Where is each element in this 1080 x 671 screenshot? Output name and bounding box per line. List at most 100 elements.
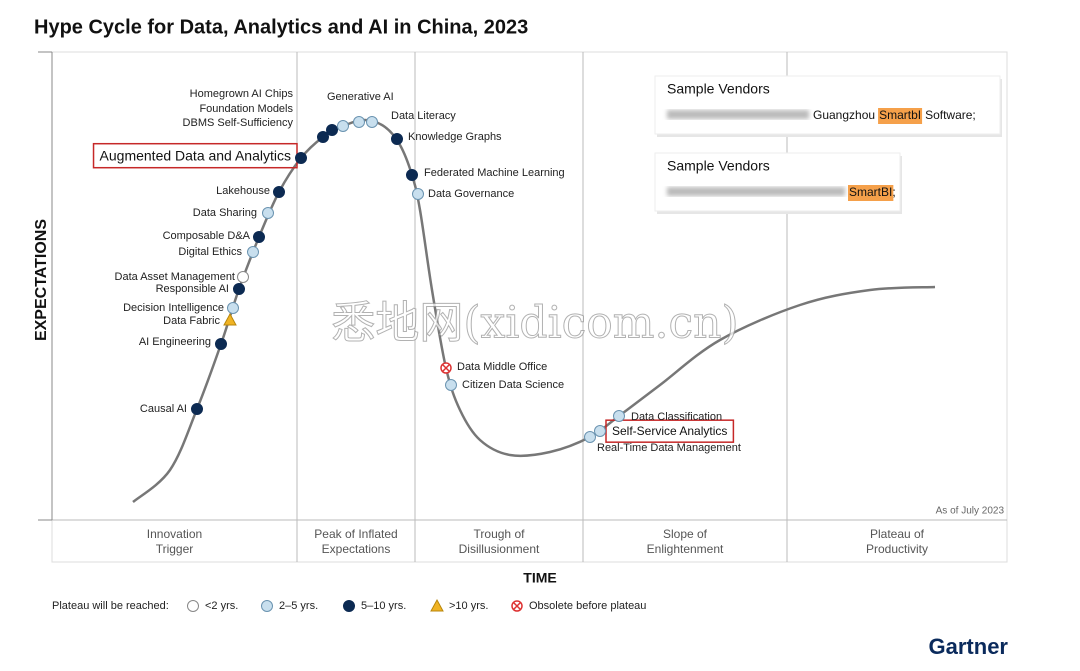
phase-label: Enlightenment xyxy=(647,542,724,556)
technology-label: Self-Service Analytics xyxy=(612,424,727,438)
vendor-title: Sample Vendors xyxy=(667,158,770,174)
marker xyxy=(295,152,307,164)
watermark: 悉地网(xidicom.cn) xyxy=(331,298,738,349)
phase-label: Slope of xyxy=(663,527,708,541)
technology-marker xyxy=(233,283,245,295)
technology-marker xyxy=(613,410,625,422)
blurred-vendors xyxy=(667,110,809,119)
technology-marker xyxy=(273,186,285,198)
technology-label: Data Governance xyxy=(428,188,514,200)
hype-curve xyxy=(132,118,936,503)
phase-label: Innovation xyxy=(147,527,202,541)
legend-label: Obsolete before plateau xyxy=(529,600,646,612)
technology-label: Data Classification xyxy=(631,411,722,423)
legend-marker xyxy=(343,600,355,612)
marker xyxy=(391,133,403,145)
technology-label: AI Engineering xyxy=(139,336,211,348)
brand: Gartner xyxy=(929,634,1009,659)
technology-label: Responsible AI xyxy=(156,283,229,295)
legend-label: 2–5 yrs. xyxy=(279,600,318,612)
marker xyxy=(412,188,424,200)
marker xyxy=(215,338,227,350)
vendor-highlight: SmartbI xyxy=(879,108,921,122)
x-axis-label: TIME xyxy=(523,570,556,586)
marker xyxy=(227,302,239,314)
marker xyxy=(594,425,606,437)
marker xyxy=(247,246,259,258)
technology-marker xyxy=(412,188,424,200)
technology-marker xyxy=(337,120,349,132)
marker xyxy=(613,410,625,422)
vendor-text: Software; xyxy=(925,108,976,122)
marker xyxy=(326,124,338,136)
legend-marker xyxy=(430,598,444,612)
technology-marker xyxy=(295,152,307,164)
technology-marker xyxy=(440,362,452,374)
technology-marker xyxy=(594,425,606,437)
technology-label: Causal AI xyxy=(140,403,187,415)
marker xyxy=(317,131,329,143)
phase-label: Expectations xyxy=(322,542,391,556)
technology-label: Digital Ethics xyxy=(178,246,242,258)
vendor-text: Guangzhou xyxy=(813,108,875,122)
technology-label: Decision Intelligence xyxy=(123,302,224,314)
technology-label: Data Fabric xyxy=(163,315,220,327)
marker xyxy=(584,431,596,443)
phase-label: Plateau of xyxy=(870,527,925,541)
marker xyxy=(406,169,418,181)
technology-label: Knowledge Graphs xyxy=(408,131,502,143)
y-axis-label: EXPECTATIONS xyxy=(33,219,50,341)
marker-triangle xyxy=(430,598,444,612)
marker xyxy=(261,600,273,612)
technology-marker xyxy=(262,207,274,219)
legend-title: Plateau will be reached: xyxy=(52,600,169,612)
technology-label: Federated Machine Learning xyxy=(424,167,565,179)
technology-marker xyxy=(353,116,365,128)
highlight-box xyxy=(605,419,735,443)
highlight-fill xyxy=(878,108,923,124)
marker xyxy=(445,379,457,391)
technology-label: Citizen Data Science xyxy=(462,379,564,391)
technology-marker xyxy=(317,131,329,143)
technology-marker xyxy=(223,312,237,326)
marker xyxy=(353,116,365,128)
title: Hype Cycle for Data, Analytics and AI in… xyxy=(34,16,528,38)
vendor-title: Sample Vendors xyxy=(667,81,770,97)
vendor-box xyxy=(654,75,1001,135)
technology-marker xyxy=(584,431,596,443)
marker xyxy=(337,120,349,132)
legend-marker xyxy=(261,600,273,612)
legend-label: 5–10 yrs. xyxy=(361,600,406,612)
legend-label: <2 yrs. xyxy=(205,600,238,612)
vendor-text: ; xyxy=(892,185,895,199)
technology-marker xyxy=(247,246,259,258)
marker xyxy=(253,231,265,243)
technology-marker xyxy=(366,116,378,128)
technology-label: Real-Time Data Management xyxy=(597,442,741,454)
marker xyxy=(233,283,245,295)
technology-marker xyxy=(253,231,265,243)
highlight-fill xyxy=(848,185,894,201)
phase-label: Disillusionment xyxy=(459,542,540,556)
technology-label: Foundation Models xyxy=(199,103,293,115)
marker-triangle xyxy=(223,312,237,326)
technology-marker xyxy=(406,169,418,181)
marker xyxy=(237,271,249,283)
phase-label: Productivity xyxy=(866,542,928,556)
marker xyxy=(262,207,274,219)
technology-label: Generative AI xyxy=(327,91,394,103)
technology-label: Augmented Data and Analytics xyxy=(100,148,291,164)
technology-label: Data Literacy xyxy=(391,110,456,122)
technology-marker xyxy=(326,124,338,136)
technology-marker xyxy=(445,379,457,391)
technology-label: Lakehouse xyxy=(216,185,270,197)
phase-label: Peak of Inflated xyxy=(314,527,397,541)
legend-marker xyxy=(187,600,199,612)
blurred-vendors xyxy=(667,187,845,196)
technology-marker xyxy=(391,133,403,145)
technology-label: Data Sharing xyxy=(193,207,257,219)
vendor-box xyxy=(654,152,901,212)
phase-label: Trough of xyxy=(474,527,526,541)
as-of: As of July 2023 xyxy=(936,506,1005,517)
